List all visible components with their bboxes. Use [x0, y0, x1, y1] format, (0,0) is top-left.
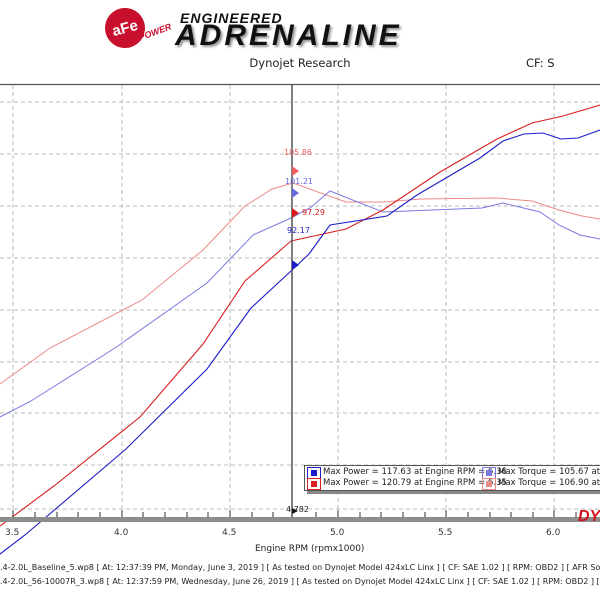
x-axis-ticks	[12, 510, 577, 517]
x-axis-title: Engine RPM (rpmx1000)	[255, 544, 365, 554]
baseline-power-curve	[0, 129, 600, 555]
tagline-top: ENGINEERED	[180, 10, 283, 26]
x-tick-6-0: 6.0	[546, 528, 561, 538]
baseline-torque-curve	[0, 190, 600, 418]
mod-max-torque: Max Torque = 106.90 at Engin	[498, 478, 600, 488]
baseline-power-marker-icon	[292, 260, 299, 270]
mod-power-curve	[0, 104, 600, 527]
mod-power-swatch-icon	[307, 478, 321, 490]
v-gridlines	[12, 85, 555, 517]
baseline-power-cursor-value: 92.17	[287, 226, 310, 235]
x-axis-band	[0, 517, 600, 522]
cursor-flag-icon[interactable]	[292, 508, 298, 517]
baseline-max-power: Max Power = 117.63 at Engine RPM = 6.36	[323, 467, 507, 477]
x-tick-5-0: 5.0	[330, 528, 345, 538]
baseline-max-torque: Max Torque = 105.67 at Engin	[498, 467, 600, 477]
x-tick-5-5: 5.5	[438, 528, 453, 538]
dynojet-watermark: DY	[578, 508, 600, 525]
cursor-rpm-value: 4.782	[286, 505, 309, 514]
mod-max-power: Max Power = 120.79 at Engine RPM = 6.35	[323, 478, 507, 488]
mod-power-cursor-value: 97.29	[302, 208, 325, 217]
run-info-baseline: .4-2.0L_Baseline_5.wp8 [ At: 12:37:39 PM…	[0, 563, 600, 572]
cf-label: CF: S	[526, 56, 555, 70]
run-info-modified: .4-2.0L_56-10007R_3.wp8 [ At: 12:37:59 P…	[0, 577, 600, 586]
baseline-torque-cursor-value: 101.21	[285, 177, 313, 186]
afe-logo: aFe POWER ENGINEERED ADRENALINE	[100, 3, 485, 53]
baseline-torque-marker-icon	[292, 188, 299, 198]
mod-torque-cursor-value: 105.86	[284, 148, 312, 157]
x-tick-4-5: 4.5	[222, 528, 237, 538]
mod-torque-marker-icon	[292, 166, 299, 176]
tagline-main: ADRENALINE	[175, 19, 402, 52]
x-tick-3-5: 3.5	[5, 528, 20, 538]
legend-box: Max Power = 117.63 at Engine RPM = 6.36 …	[304, 465, 600, 491]
mod-torque-curve	[0, 182, 600, 385]
h-gridlines	[0, 101, 600, 510]
chart-title: Dynojet Research	[249, 56, 351, 70]
x-tick-4-0: 4.0	[114, 528, 129, 538]
mod-power-marker-icon	[292, 208, 299, 218]
mod-torque-swatch-icon	[482, 478, 496, 490]
